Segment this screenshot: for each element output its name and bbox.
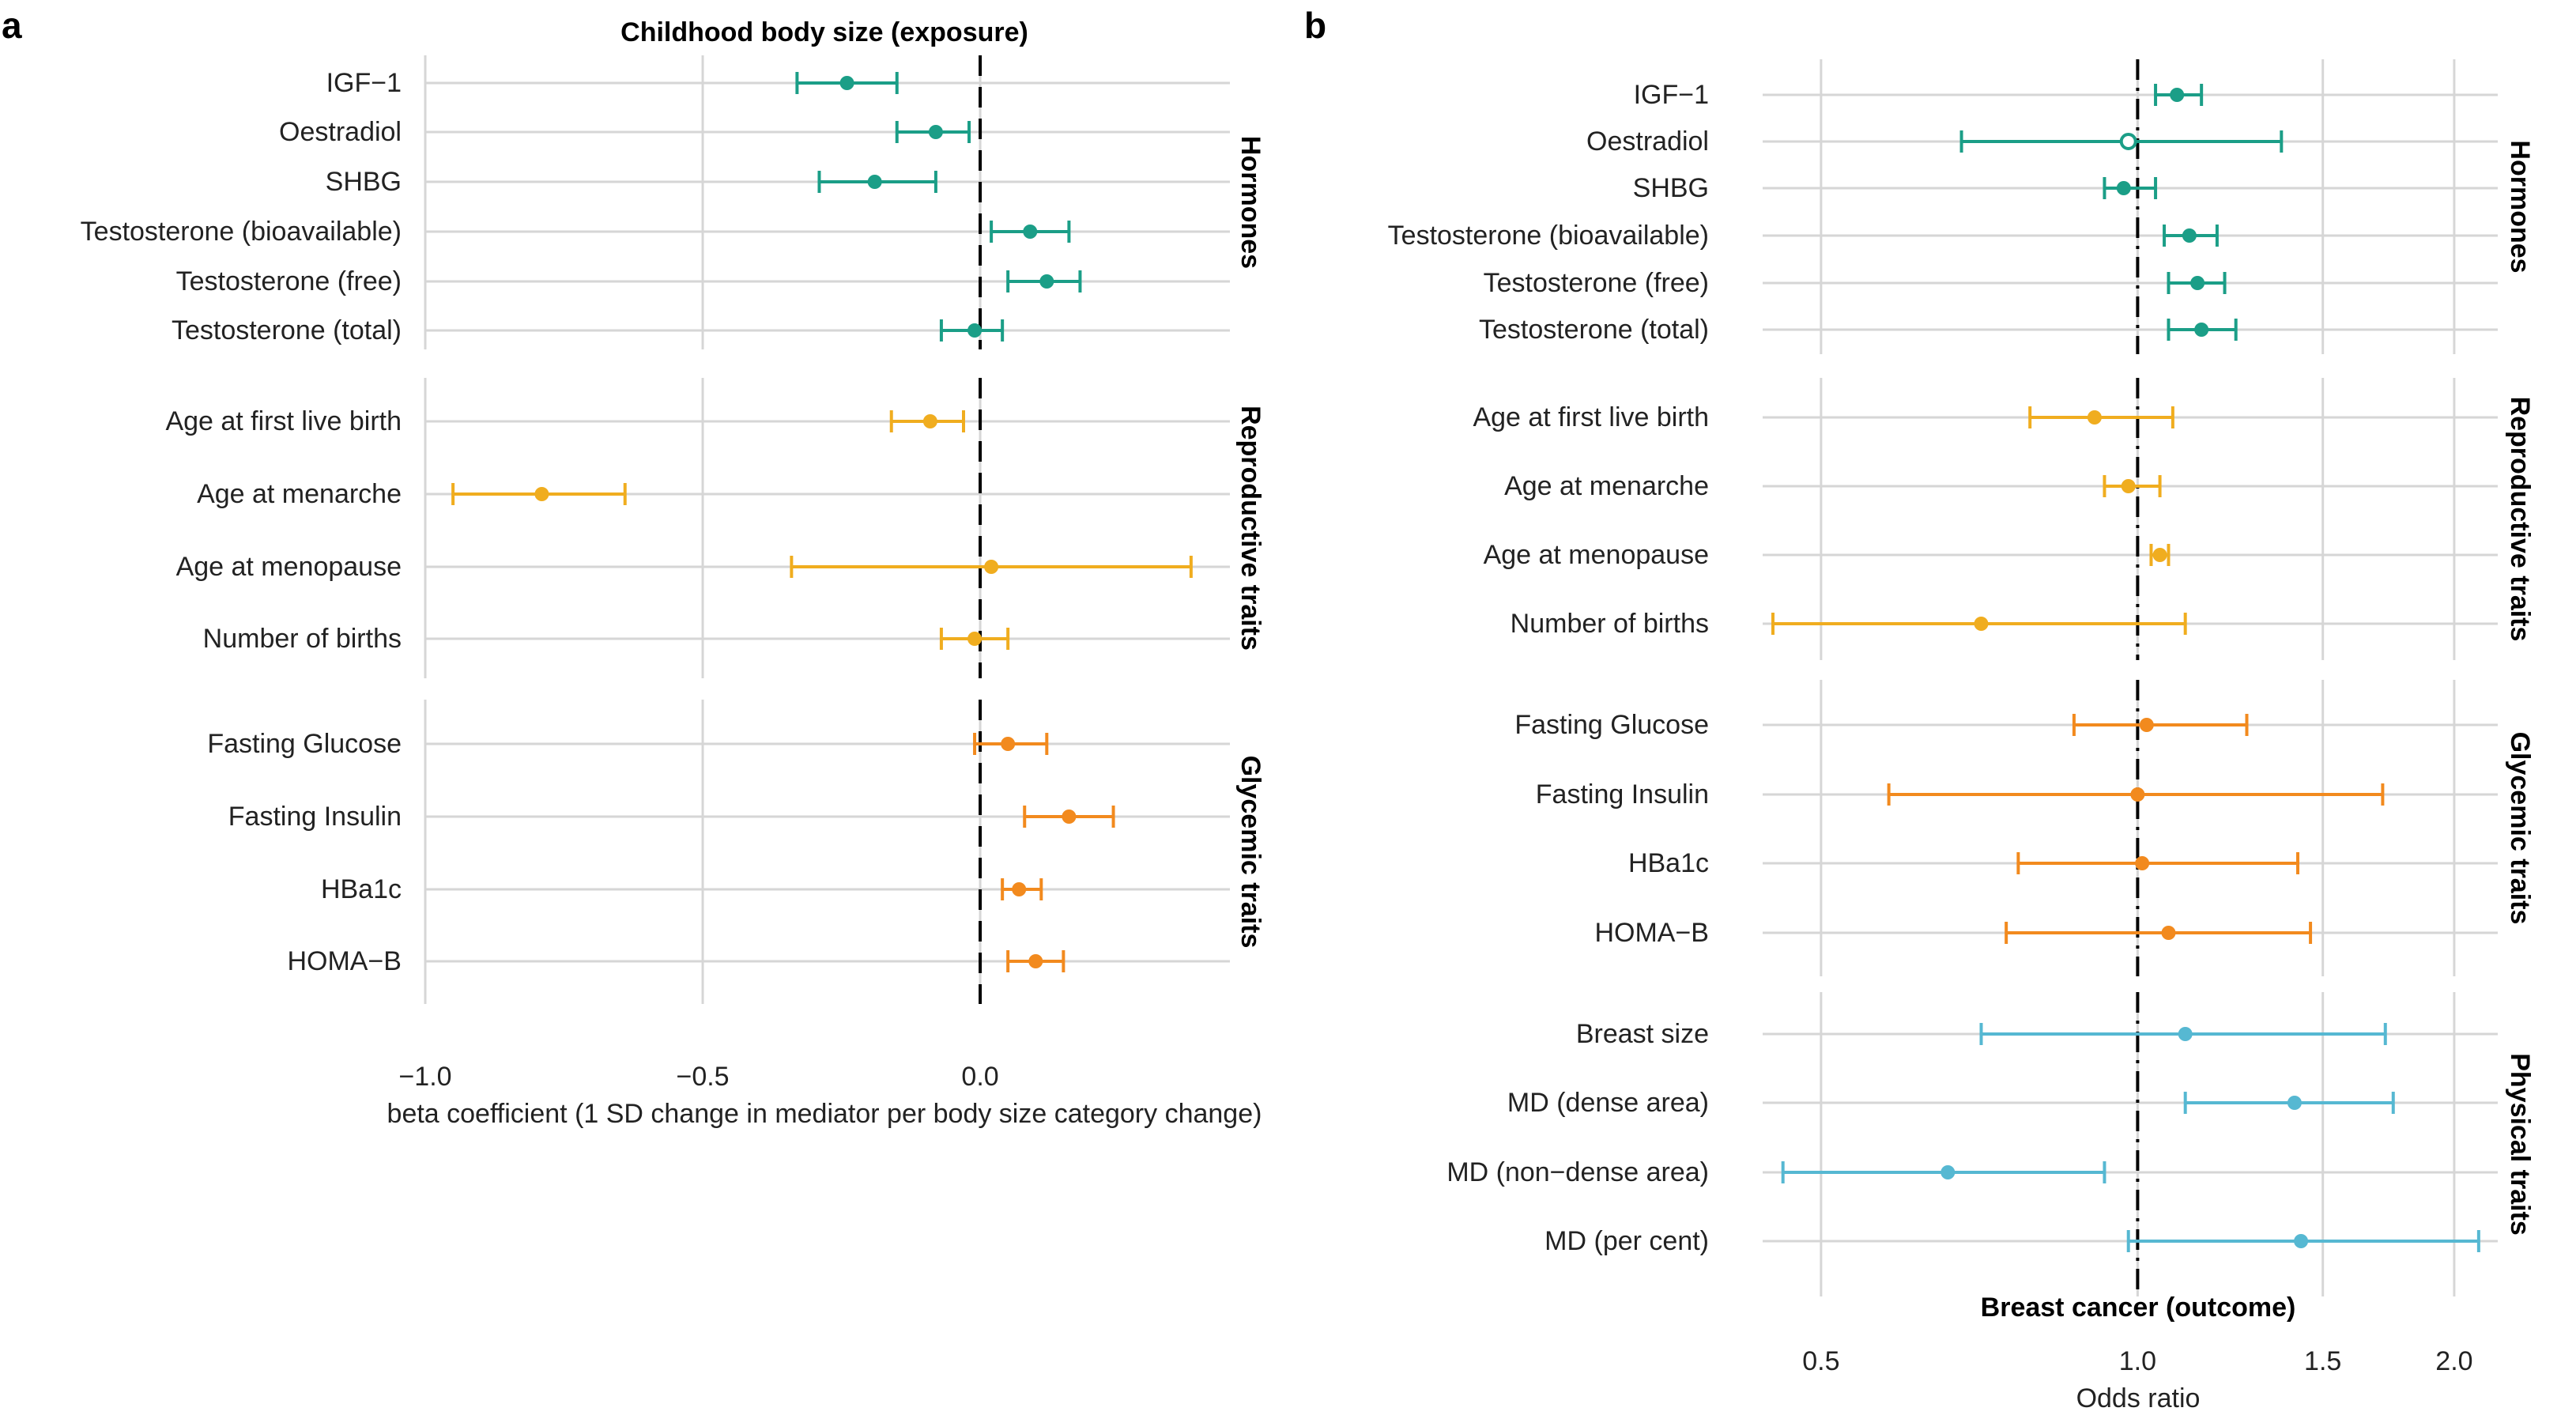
- panel-b-row-label: IGF−1: [1634, 80, 1709, 110]
- panel-a-point: [984, 560, 999, 574]
- panel-b-title: Breast cancer (outcome): [1981, 1293, 2296, 1323]
- panel-b-tick-label: 2.0: [2435, 1346, 2472, 1376]
- panel-b-row-label: HBa1c: [1628, 848, 1709, 878]
- panel-b-tick-label: 1.5: [2304, 1346, 2341, 1376]
- panel-a-row-label: Fasting Glucose: [207, 729, 402, 759]
- panel-a-row-label: HOMA−B: [287, 946, 402, 976]
- panel-a-point: [1028, 954, 1043, 968]
- panel-b-letter: b: [1304, 5, 1326, 46]
- panel-a-row-label: Testosterone (total): [172, 315, 402, 345]
- panel-a-group-label: Reproductive traits: [1235, 406, 1265, 651]
- panel-b-point-open: [2119, 133, 2137, 150]
- panel-b-point: [1940, 1165, 1956, 1179]
- panel-b-row-label: HOMA−B: [1594, 918, 1709, 948]
- panel-a-point: [1023, 225, 1038, 239]
- panel-b-x-axis-label: Odds ratio: [2076, 1383, 2201, 1413]
- panel-b-group-label: Hormones: [2505, 140, 2535, 273]
- panel-a-point: [534, 487, 549, 501]
- panel-b-group-label: Physical traits: [2505, 1053, 2535, 1236]
- panel-b-point: [2130, 787, 2145, 802]
- panel-b-row-label: Age at menopause: [1484, 540, 1709, 570]
- panel-b-point: [2087, 410, 2102, 425]
- panel-a-point: [1012, 882, 1027, 896]
- panel-a-row-label: Age at menarche: [197, 479, 402, 509]
- panel-a-point: [967, 323, 983, 338]
- panel-a-row-label: Age at menopause: [176, 552, 402, 582]
- panel-b-row-label: Age at first live birth: [1473, 402, 1709, 432]
- panel-b-row-label: Testosterone (total): [1479, 315, 1709, 345]
- panel-a-tick-label: −1.0: [398, 1062, 451, 1092]
- panel-b-point: [2161, 926, 2176, 940]
- panel-b-point: [2294, 1234, 2309, 1248]
- panel-a-point: [839, 76, 854, 90]
- panel-a-letter: a: [2, 5, 22, 46]
- panel-b-point: [2152, 548, 2167, 562]
- panel-b-row-label: MD (dense area): [1507, 1088, 1709, 1118]
- panel-b-row-label: Fasting Insulin: [1536, 779, 1709, 810]
- panel-b-point: [2135, 856, 2150, 870]
- panel-b-point: [2116, 181, 2131, 195]
- panel-a-row-label: Testosterone (bioavailable): [81, 217, 402, 247]
- panel-b-point: [2190, 276, 2205, 290]
- panel-a-point: [928, 125, 943, 139]
- panel-b-row-label: Breast size: [1576, 1019, 1709, 1049]
- panel-b-point: [2194, 323, 2209, 337]
- panel-a-row-label: IGF−1: [326, 68, 402, 98]
- panel-b-point: [2287, 1096, 2302, 1110]
- panel-a-point: [1039, 274, 1054, 289]
- panel-a-group-label: Glycemic traits: [1235, 756, 1265, 949]
- panel-a-title: Childhood body size (exposure): [620, 17, 1028, 47]
- panel-b-point: [2170, 88, 2185, 102]
- panel-a-point: [1001, 737, 1016, 751]
- panel-b-point: [1974, 617, 1989, 631]
- panel-a-point: [867, 175, 882, 189]
- panel-a-row-label: Fasting Insulin: [228, 802, 402, 832]
- panel-b-point: [2178, 1027, 2193, 1041]
- panel-a-row-label: Testosterone (free): [176, 266, 402, 296]
- panel-b-point: [2121, 479, 2136, 493]
- panel-b-tick-label: 1.0: [2119, 1346, 2156, 1376]
- panel-b-row-label: MD (non−dense area): [1446, 1157, 1709, 1187]
- panel-a-group-label: Hormones: [1235, 136, 1265, 269]
- panel-a-row-label: Age at first live birth: [165, 406, 402, 436]
- panel-a-row-label: HBa1c: [321, 874, 402, 904]
- panel-a-point: [922, 414, 937, 428]
- panel-a-row-label: SHBG: [326, 167, 402, 197]
- panel-b-tick-label: 0.5: [1802, 1346, 1839, 1376]
- panel-a-tick-label: −0.5: [676, 1062, 729, 1092]
- panel-b-row-label: SHBG: [1633, 173, 1709, 203]
- panel-b-row-label: Age at menarche: [1504, 471, 1709, 501]
- panel-b-row-label: Testosterone (free): [1484, 268, 1709, 298]
- panel-a-row-label: Oestradiol: [279, 117, 402, 147]
- panel-b-row-label: MD (per cent): [1544, 1226, 1709, 1256]
- panel-a-tick-label: 0.0: [961, 1062, 998, 1092]
- panel-b-group-label: Glycemic traits: [2505, 732, 2535, 925]
- panel-b-row-label: Oestradiol: [1586, 126, 1709, 157]
- panel-b-row-label: Number of births: [1511, 609, 1709, 639]
- panel-b-row-label: Testosterone (bioavailable): [1388, 221, 1709, 251]
- panel-b-row-label: Fasting Glucose: [1514, 710, 1709, 740]
- panel-a-point: [1062, 810, 1077, 824]
- panel-b-point: [2182, 228, 2197, 243]
- panel-b-group-label: Reproductive traits: [2505, 397, 2535, 642]
- panel-a-row-label: Number of births: [203, 624, 402, 654]
- panel-a-x-axis-label: beta coefficient (1 SD change in mediato…: [387, 1099, 1262, 1129]
- panel-b-point: [2139, 718, 2154, 732]
- panel-a-point: [967, 632, 983, 646]
